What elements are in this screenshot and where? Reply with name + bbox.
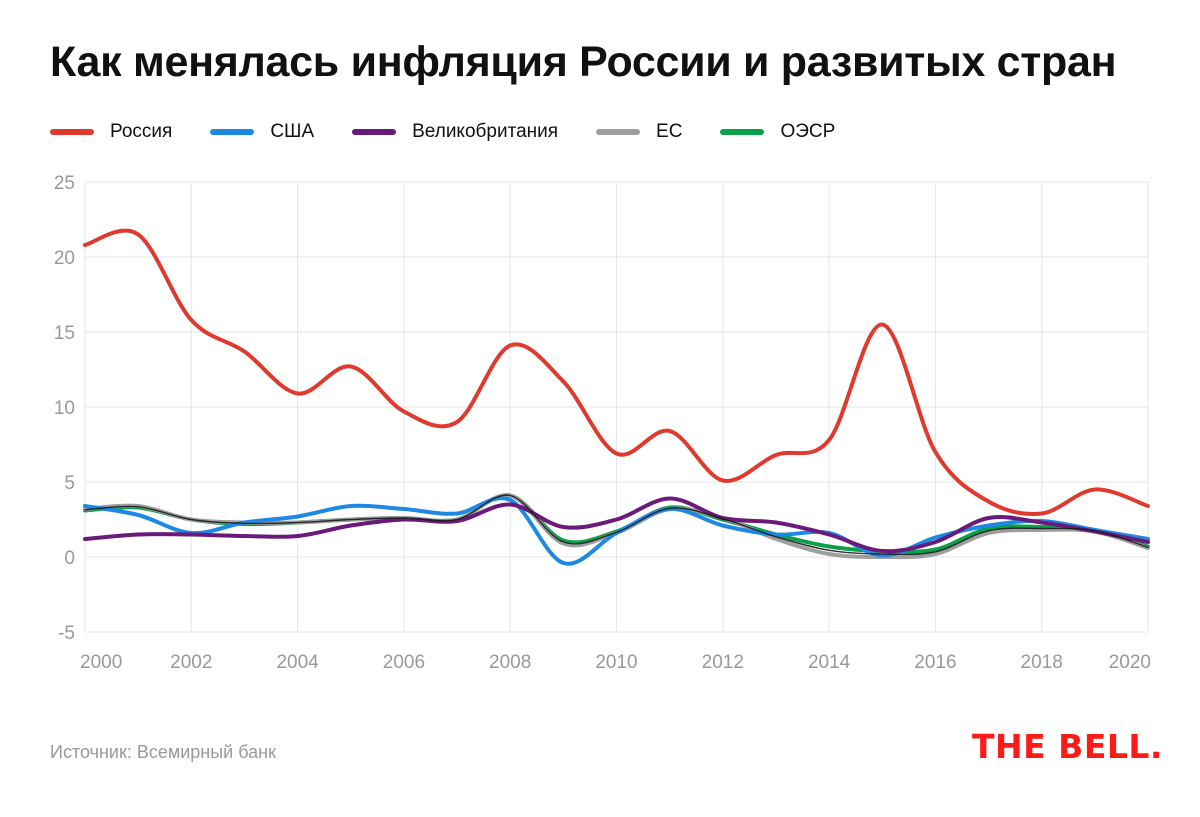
y-tick-label: 25 (54, 173, 75, 194)
legend-label: ЕС (656, 121, 683, 142)
x-tick-label: 2008 (489, 652, 531, 673)
legend-label: ОЭСР (780, 121, 836, 142)
legend-item: ОЭСР (720, 121, 835, 143)
legend-swatch (720, 129, 765, 135)
x-tick-label: 2018 (1021, 652, 1063, 673)
legend-label: Россия (110, 121, 173, 142)
chart-legend: Россия США Великобритания ЕС ОЭСР (50, 121, 873, 143)
series-line (83, 228, 1150, 516)
x-tick-label: 2002 (170, 652, 212, 673)
legend-label: Великобритания (412, 121, 559, 142)
legend-swatch (50, 129, 94, 135)
x-tick-label: 2004 (276, 652, 319, 673)
y-tick-label: 20 (54, 248, 75, 269)
y-tick-label: 15 (54, 323, 75, 344)
legend-swatch (596, 129, 641, 135)
x-tick-label: 2012 (702, 652, 744, 673)
legend-label: США (270, 121, 315, 142)
series-line (83, 496, 1150, 566)
x-tick-label: 2000 (80, 652, 122, 673)
cluster-overlay-line (84, 494, 1149, 556)
chart-title: Как менялась инфляция России и развитых … (50, 38, 1117, 86)
legend-item: Великобритания (352, 121, 558, 143)
legend-swatch (210, 129, 255, 135)
the-bell-logo: THE BELL. (972, 727, 1163, 766)
legend-item: США (210, 121, 314, 143)
y-tick-label: 10 (54, 398, 75, 419)
legend-item: ЕС (596, 121, 682, 143)
source-note: Источник: Всемирный банк (50, 742, 276, 762)
series-line (83, 496, 1150, 554)
x-tick-label: 2020 (1109, 652, 1151, 673)
x-tick-label: 2010 (595, 652, 637, 673)
y-tick-label: -5 (58, 623, 75, 644)
legend-swatch (352, 129, 397, 135)
x-tick-label: 2006 (383, 652, 425, 673)
y-tick-label: 5 (64, 473, 75, 494)
y-tick-label: 0 (64, 548, 75, 569)
line-chart: 25 20 15 10 5 0 -5 2000 2002 2004 2006 2008 2010 201… (54, 173, 1151, 673)
legend-item: Россия (50, 121, 172, 143)
x-tick-label: 2016 (914, 652, 956, 673)
x-tick-label: 2014 (808, 652, 851, 673)
